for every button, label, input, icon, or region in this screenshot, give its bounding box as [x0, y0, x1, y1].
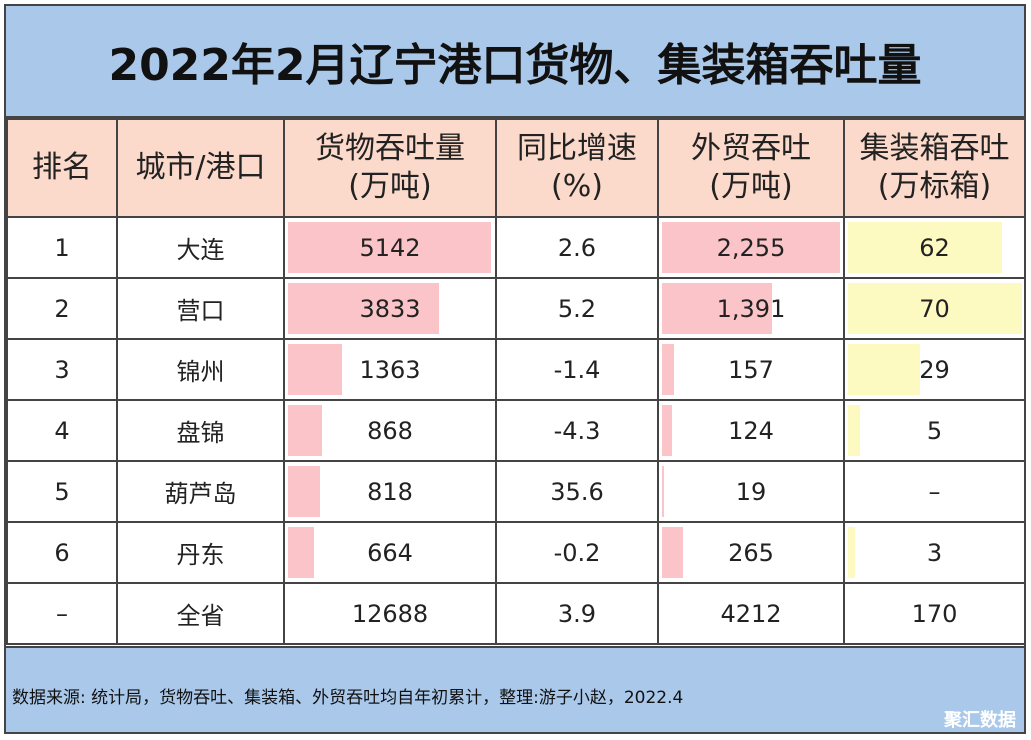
container-cell: 29 — [843, 338, 1026, 401]
trade-cell: 157 — [657, 338, 845, 401]
table-row: 3 锦州 1363 -1.4 157 29 — [6, 338, 1026, 401]
city-cell: 大连 — [116, 216, 285, 279]
growth-cell: 2.6 — [495, 216, 659, 279]
table-row: 4 盘锦 868 -4.3 124 5 — [6, 399, 1026, 462]
cargo-cell-value: 818 — [367, 477, 413, 506]
container-cell-value: 62 — [919, 233, 950, 262]
header-row: 排名 城市/港口 货物吞吐量 (万吨) 同比增速 (%) 外贸吞吐 (万吨) 集装箱吞… — [6, 118, 1026, 218]
cargo-cell-bar — [288, 283, 439, 334]
container-cell-value: 70 — [919, 294, 950, 323]
growth-cell: -1.4 — [495, 338, 659, 401]
cargo-cell-value: 664 — [367, 538, 413, 567]
total-growth-cell: 3.9 — [495, 582, 659, 645]
trade-cell-bar — [662, 466, 664, 517]
growth-cell: -0.2 — [495, 521, 659, 584]
trade-cell-bar — [662, 222, 840, 273]
header-container: 集装箱吞吐 (万标箱) — [843, 118, 1026, 218]
page-title: 2022年2月辽宁港口货物、集装箱吞吐量 — [108, 40, 922, 91]
header-cargo: 货物吞吐量 (万吨) — [283, 118, 497, 218]
total-rank-cell: – — [6, 582, 118, 645]
trade-cell-bar — [662, 405, 672, 456]
data-table: 排名 城市/港口 货物吞吐量 (万吨) 同比增速 (%) 外贸吞吐 (万吨) 集装箱吞… — [6, 118, 1026, 645]
container-cell: 5 — [843, 399, 1026, 462]
cargo-cell: 868 — [283, 399, 497, 462]
growth-cell: 35.6 — [495, 460, 659, 523]
header-rank: 排名 — [6, 118, 118, 218]
total-cargo-cell: 12688 — [283, 582, 497, 645]
footer: 数据来源: 统计局，货物吞吐、集装箱、外贸吞吐均自年初累计，整理:游子小赵，20… — [6, 646, 1024, 732]
rank-cell: 4 — [6, 399, 118, 462]
cargo-cell-bar — [288, 405, 322, 456]
container-cell: 62 — [843, 216, 1026, 279]
trade-cell-value: 2,255 — [716, 233, 786, 262]
cargo-cell-value: 5142 — [359, 233, 421, 262]
cargo-cell-bar — [288, 466, 320, 517]
container-cell-value: 5 — [926, 416, 943, 445]
cargo-cell-value: 868 — [367, 416, 413, 445]
trade-cell-value: 157 — [728, 355, 774, 384]
total-trade-cell: 4212 — [657, 582, 845, 645]
header-city: 城市/港口 — [116, 118, 285, 218]
rank-cell: 2 — [6, 277, 118, 340]
container-cell-bar — [848, 344, 920, 395]
cargo-cell: 664 — [283, 521, 497, 584]
trade-cell: 124 — [657, 399, 845, 462]
cargo-cell: 818 — [283, 460, 497, 523]
trade-cell-value: 265 — [728, 538, 774, 567]
table-row: 1 大连 5142 2.6 2,255 62 — [6, 216, 1026, 279]
trade-cell-bar — [662, 283, 772, 334]
trade-cell-bar — [662, 344, 674, 395]
watermark-brand: 聚汇数据 — [944, 710, 1016, 731]
trade-cell-bar — [662, 527, 683, 578]
container-cell-bar — [848, 405, 860, 456]
rank-cell: 6 — [6, 521, 118, 584]
trade-cell-value: 19 — [735, 477, 767, 506]
container-cell-bar — [848, 283, 1022, 334]
cargo-cell-bar — [288, 344, 342, 395]
trade-cell: 1,391 — [657, 277, 845, 340]
container-cell: 70 — [843, 277, 1026, 340]
city-cell: 葫芦岛 — [116, 460, 285, 523]
trade-cell-value: 124 — [728, 416, 774, 445]
rank-cell: 3 — [6, 338, 118, 401]
cargo-cell: 1363 — [283, 338, 497, 401]
cargo-cell-value: 3833 — [359, 294, 421, 323]
cargo-cell-value: 1363 — [359, 355, 421, 384]
rank-cell: 5 — [6, 460, 118, 523]
container-cell-bar — [848, 222, 1002, 273]
container-cell-value: – — [928, 477, 941, 506]
container-cell: 3 — [843, 521, 1026, 584]
cargo-cell-bar — [288, 527, 314, 578]
table-frame: 2022年2月辽宁港口货物、集装箱吞吐量 排名 城市/港口 货物吞吐量 (万吨) … — [4, 4, 1026, 734]
container-cell-bar — [848, 527, 855, 578]
city-cell: 锦州 — [116, 338, 285, 401]
total-container-cell: 170 — [843, 582, 1026, 645]
trade-cell-value: 1,391 — [716, 294, 786, 323]
header-trade: 外贸吞吐 (万吨) — [657, 118, 845, 218]
source-note: 数据来源: 统计局，货物吞吐、集装箱、外贸吞吐均自年初累计，整理:游子小赵，20… — [12, 688, 684, 708]
table-row: 2 营口 3833 5.2 1,391 70 — [6, 277, 1026, 340]
growth-cell: -4.3 — [495, 399, 659, 462]
trade-cell: 19 — [657, 460, 845, 523]
table-row: 6 丹东 664 -0.2 265 3 — [6, 521, 1026, 584]
container-cell: – — [843, 460, 1026, 523]
trade-cell: 265 — [657, 521, 845, 584]
cargo-cell: 3833 — [283, 277, 497, 340]
cargo-cell: 5142 — [283, 216, 497, 279]
container-cell-value: 29 — [919, 355, 950, 384]
title-bar: 2022年2月辽宁港口货物、集装箱吞吐量 — [6, 6, 1024, 118]
header-growth: 同比增速 (%) — [495, 118, 659, 218]
total-row: – 全省 12688 3.9 4212 170 — [6, 582, 1026, 645]
cargo-cell-bar — [288, 222, 491, 273]
city-cell: 丹东 — [116, 521, 285, 584]
trade-cell: 2,255 — [657, 216, 845, 279]
container-cell-value: 3 — [926, 538, 943, 567]
growth-cell: 5.2 — [495, 277, 659, 340]
rank-cell: 1 — [6, 216, 118, 279]
city-cell: 盘锦 — [116, 399, 285, 462]
table-row: 5 葫芦岛 818 35.6 19 – — [6, 460, 1026, 523]
city-cell: 营口 — [116, 277, 285, 340]
total-city-cell: 全省 — [116, 582, 285, 645]
